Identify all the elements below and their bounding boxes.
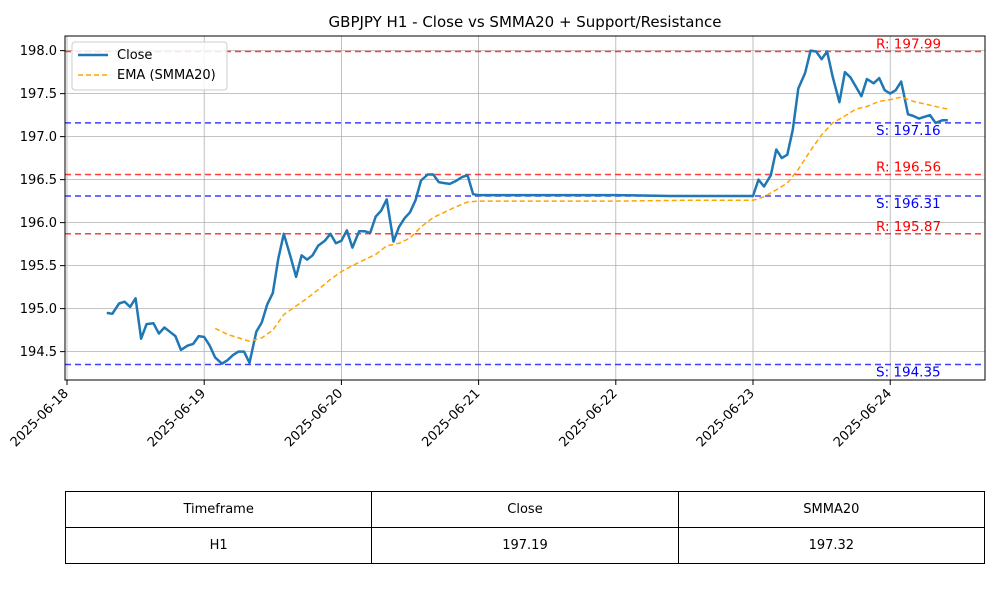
summary-table: Timeframe Close SMMA20 H1 197.19 197.32 xyxy=(64,491,986,564)
table-header-cell: Close xyxy=(371,491,679,528)
support-level-label: S: 196.31 xyxy=(876,196,941,212)
legend-label-close: Close xyxy=(117,48,152,63)
chart-title: GBPJPY H1 - Close vs SMMA20 + Support/Re… xyxy=(329,13,722,31)
table-cell-timeframe: H1 xyxy=(64,527,373,564)
y-tick-label: 195.0 xyxy=(20,302,57,317)
chart: GBPJPY H1 - Close vs SMMA20 + Support/Re… xyxy=(8,13,986,450)
series-line-close xyxy=(106,49,948,365)
series-line-smma20 xyxy=(214,96,948,343)
legend-box xyxy=(71,41,228,91)
table-header-row: Timeframe Close SMMA20 xyxy=(64,491,986,528)
y-tick-label: 197.0 xyxy=(20,130,57,145)
table-header-cell: Timeframe xyxy=(64,491,373,528)
y-tick-label: 198.0 xyxy=(20,44,57,59)
x-tick-label: 2025-06-24 xyxy=(831,386,895,450)
x-tick-label: 2025-06-21 xyxy=(419,386,483,450)
resistance-level-label: R: 196.56 xyxy=(876,159,941,175)
x-tick-label: 2025-06-19 xyxy=(145,386,209,450)
support-resistance-levels xyxy=(65,50,985,366)
legend-label-smma20: EMA (SMMA20) xyxy=(117,68,216,83)
support-level-label: S: 194.35 xyxy=(876,365,941,381)
table-row: H1 197.19 197.32 xyxy=(64,527,986,564)
level-labels: R: 197.99 S: 197.16 R: 196.56 S: 196.31 R: 1… xyxy=(876,36,941,380)
y-tick-label: 196.0 xyxy=(20,216,57,231)
table-header-cell: SMMA20 xyxy=(677,491,986,528)
x-tick-label: 2025-06-18 xyxy=(8,386,72,450)
y-tick-label: 195.5 xyxy=(20,259,57,274)
plot-area xyxy=(64,35,986,381)
legend[interactable]: Close EMA (SMMA20) xyxy=(71,41,228,91)
y-tick-label: 196.5 xyxy=(20,173,57,188)
resistance-level-label: R: 197.99 xyxy=(876,36,941,52)
resistance-level-label: R: 195.87 xyxy=(876,219,941,235)
support-level-label: S: 197.16 xyxy=(876,123,941,139)
series-lines xyxy=(106,49,948,365)
y-tick-label: 194.5 xyxy=(20,345,57,360)
grid xyxy=(65,36,985,380)
table-cell-close: 197.19 xyxy=(371,527,679,564)
x-tick-label: 2025-06-23 xyxy=(694,386,758,450)
x-tick-label: 2025-06-20 xyxy=(282,386,346,450)
y-tick-label: 197.5 xyxy=(20,87,57,102)
x-tick-label: 2025-06-22 xyxy=(557,386,621,450)
axes: 2025-06-18 2025-06-19 2025-06-20 2025-06-21… xyxy=(8,44,895,450)
table-cell-smma20: 197.32 xyxy=(677,527,986,564)
